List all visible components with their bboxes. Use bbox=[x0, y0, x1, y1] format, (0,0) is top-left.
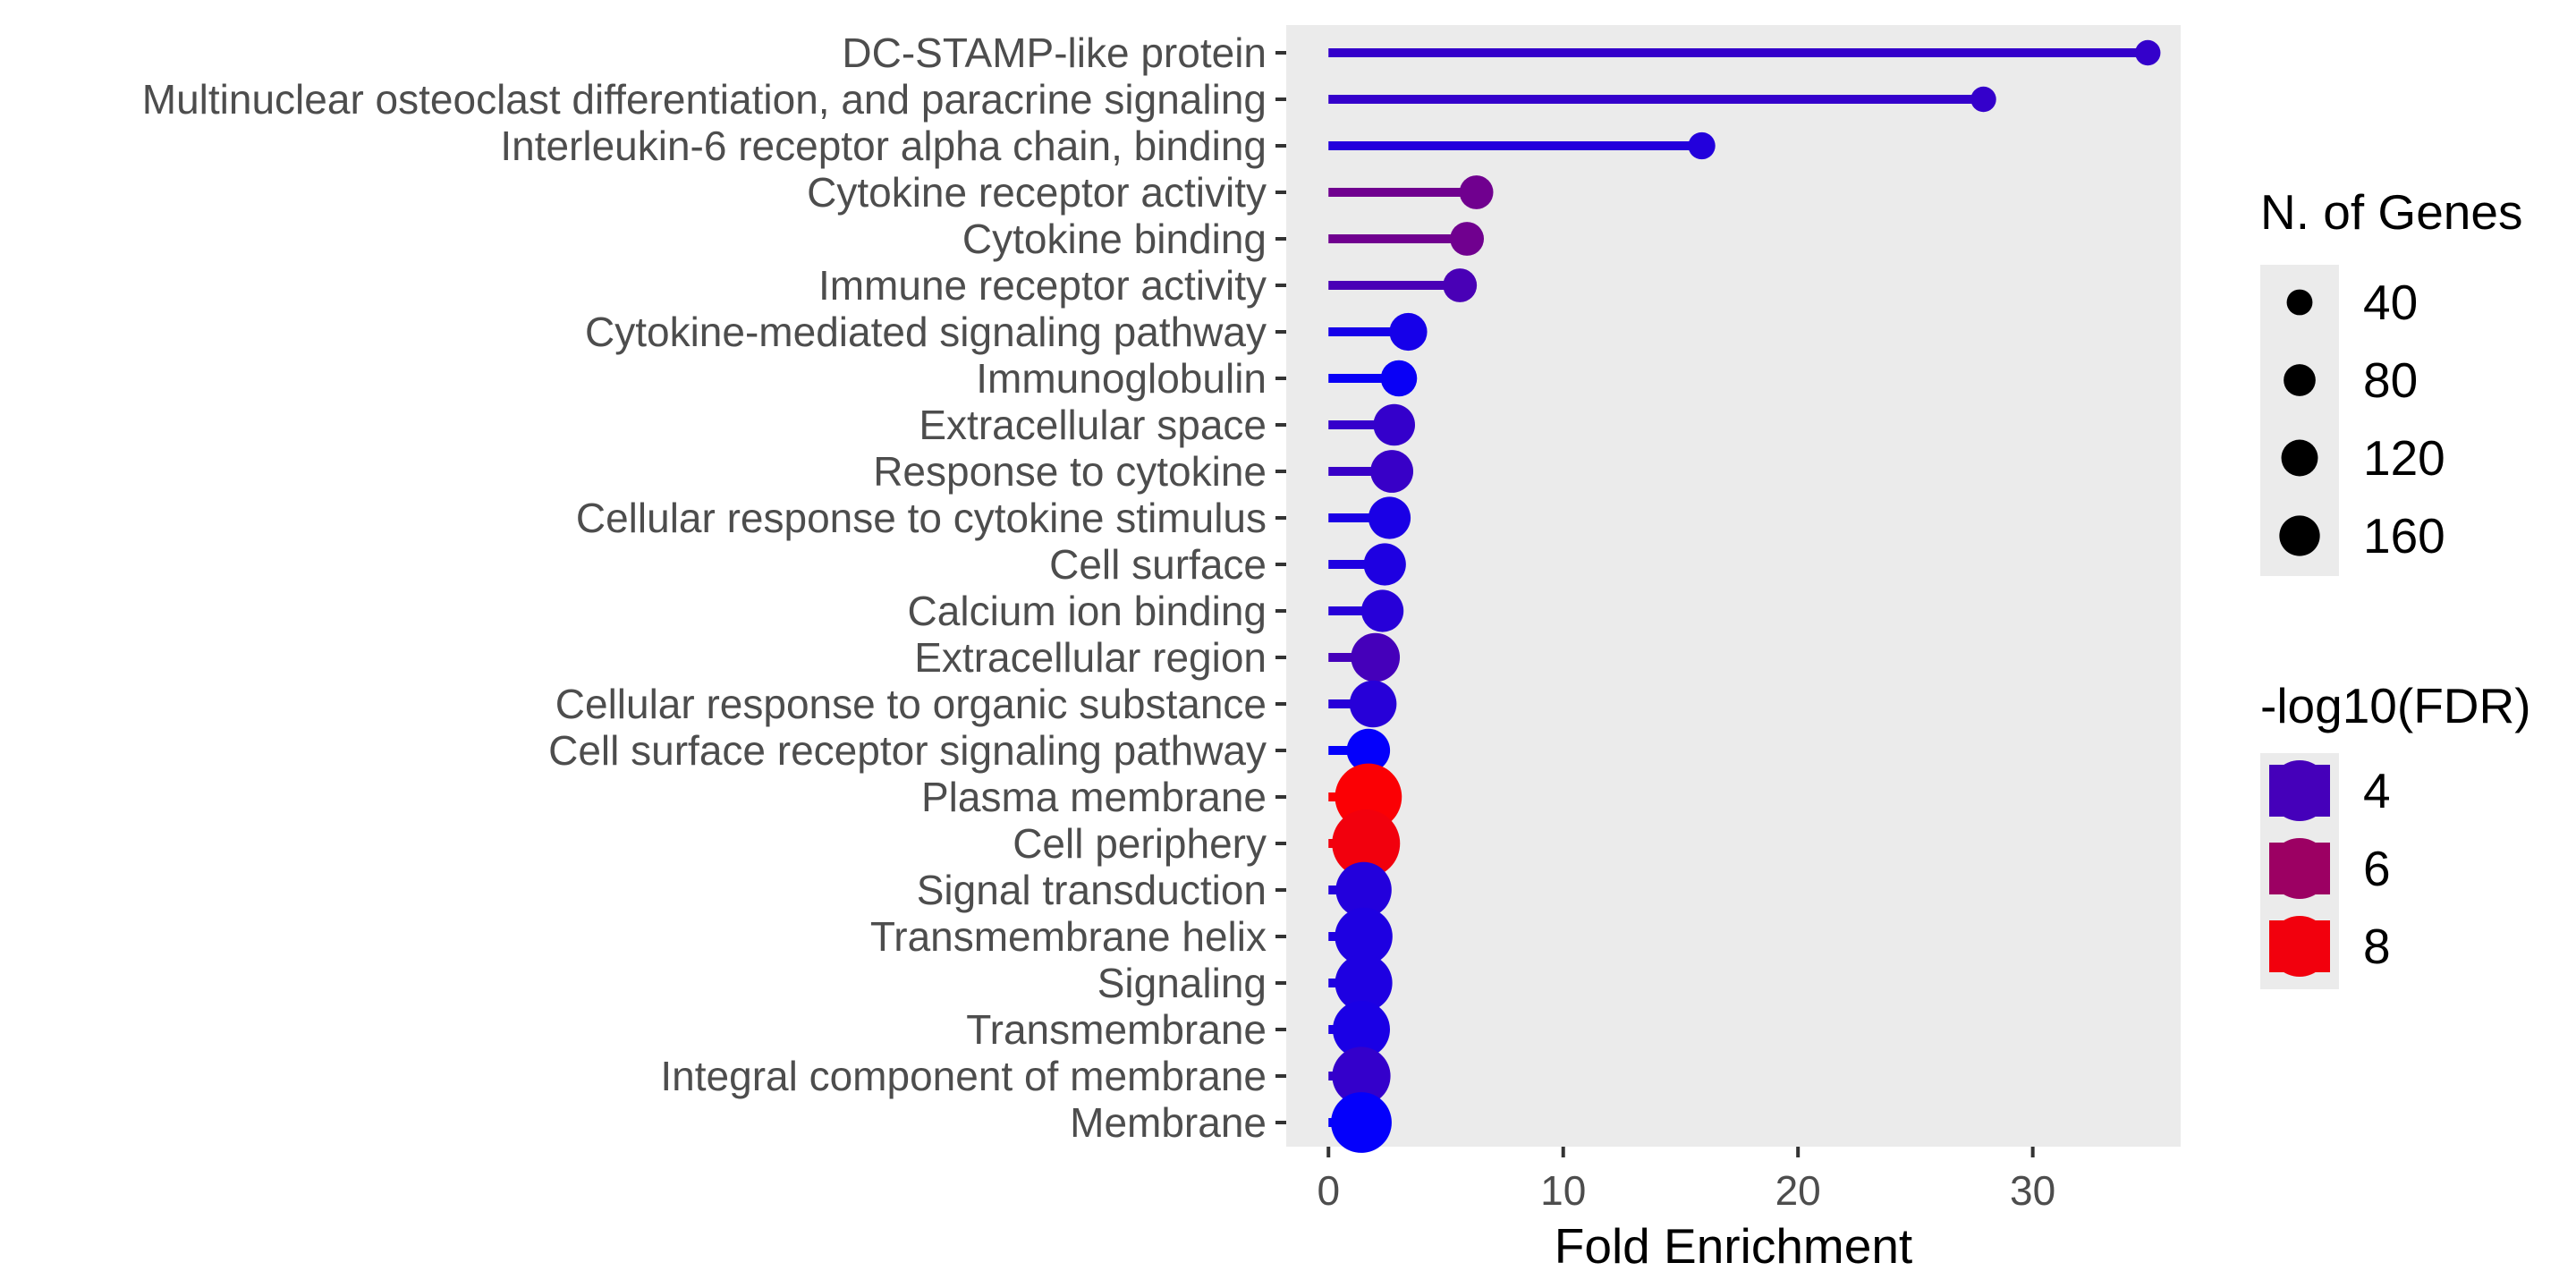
category-label: Extracellular space bbox=[919, 402, 1267, 448]
size-legend-key bbox=[2286, 289, 2313, 316]
x-tick-label: 30 bbox=[2010, 1167, 2055, 1214]
lollipop-point bbox=[1351, 632, 1401, 682]
color-legend: -log10(FDR) 4 6 8 bbox=[2260, 678, 2531, 989]
x-axis: 0 10 20 30 bbox=[1317, 1147, 2055, 1214]
color-legend-title: -log10(FDR) bbox=[2260, 678, 2531, 733]
category-label: Cellular response to organic substance bbox=[555, 681, 1267, 727]
lollipop-point bbox=[2135, 39, 2161, 66]
category-label: Signaling bbox=[1097, 960, 1267, 1006]
lollipop-point bbox=[1346, 728, 1391, 773]
category-label: Cytokine-mediated signaling pathway bbox=[585, 309, 1267, 355]
category-label: Cell surface bbox=[1049, 541, 1267, 588]
lollipop-point bbox=[1443, 268, 1478, 302]
lollipop-point bbox=[1970, 86, 1996, 113]
category-label: Membrane bbox=[1070, 1099, 1267, 1146]
lollipop-point bbox=[1335, 861, 1392, 919]
color-legend-label: 6 bbox=[2363, 841, 2391, 896]
category-label: Interleukin-6 receptor alpha chain, bind… bbox=[500, 123, 1267, 169]
category-label: Extracellular region bbox=[914, 634, 1267, 681]
lollipop-point bbox=[1331, 1092, 1392, 1153]
category-label: Immune receptor activity bbox=[818, 262, 1267, 309]
lollipop-point bbox=[1349, 680, 1397, 728]
lollipop-point bbox=[1335, 953, 1393, 1013]
category-label: Cytokine receptor activity bbox=[807, 169, 1267, 216]
lollipop-point bbox=[1450, 222, 1485, 256]
size-legend-key bbox=[2279, 515, 2320, 556]
color-legend-label: 4 bbox=[2363, 763, 2391, 818]
size-legend-title: N. of Genes bbox=[2260, 184, 2522, 240]
lollipop-point bbox=[1688, 131, 1716, 160]
color-legend-key-dot bbox=[2269, 916, 2330, 977]
category-label: Integral component of membrane bbox=[660, 1053, 1267, 1099]
color-legend-key-dot bbox=[2269, 760, 2330, 821]
size-legend-key bbox=[2281, 439, 2318, 477]
lollipop-point bbox=[1389, 312, 1428, 352]
category-label: Response to cytokine bbox=[873, 448, 1267, 495]
lollipop-point bbox=[1332, 1000, 1391, 1059]
lollipop-point bbox=[1361, 589, 1404, 632]
category-label: Immunoglobulin bbox=[976, 355, 1267, 402]
lollipop-point bbox=[1370, 450, 1414, 493]
category-label: Cell surface receptor signaling pathway bbox=[548, 727, 1267, 774]
color-legend-label: 8 bbox=[2363, 919, 2391, 974]
size-legend-label: 160 bbox=[2363, 508, 2445, 564]
plot-panel bbox=[1286, 25, 2181, 1147]
size-legend-label: 80 bbox=[2363, 352, 2418, 408]
size-legend-label: 40 bbox=[2363, 275, 2418, 330]
size-legend: N. of Genes 40 80 120 160 bbox=[2260, 184, 2522, 576]
category-label: Cellular response to cytokine stimulus bbox=[576, 495, 1267, 541]
category-label: Multinuclear osteoclast differentiation,… bbox=[142, 76, 1267, 123]
category-label: Plasma membrane bbox=[921, 774, 1267, 820]
lollipop-point bbox=[1332, 1046, 1391, 1106]
category-label: Transmembrane helix bbox=[870, 913, 1267, 960]
category-label: Transmembrane bbox=[966, 1006, 1267, 1053]
category-label: DC-STAMP-like protein bbox=[842, 30, 1267, 76]
lollipop-point bbox=[1459, 175, 1494, 209]
category-label: Cell periphery bbox=[1013, 820, 1267, 867]
lollipop-point bbox=[1380, 360, 1418, 397]
x-tick-label: 0 bbox=[1317, 1167, 1340, 1214]
lollipop-point bbox=[1335, 907, 1393, 966]
lollipop-point bbox=[1368, 496, 1411, 539]
x-tick-label: 20 bbox=[1775, 1167, 1821, 1214]
category-label: Cytokine binding bbox=[962, 216, 1267, 262]
lollipop-point bbox=[1373, 403, 1416, 446]
lollipop-point bbox=[1332, 809, 1401, 877]
size-legend-key bbox=[2284, 364, 2316, 396]
x-axis-title: Fold Enrichment bbox=[1555, 1218, 1912, 1274]
x-tick-label: 10 bbox=[1540, 1167, 1586, 1214]
color-legend-key-dot bbox=[2269, 838, 2330, 899]
points-layer bbox=[1331, 39, 2161, 1153]
category-label: Signal transduction bbox=[917, 867, 1267, 913]
size-legend-label: 120 bbox=[2363, 430, 2445, 486]
category-label: Calcium ion binding bbox=[908, 588, 1267, 634]
lollipop-point bbox=[1363, 543, 1406, 586]
